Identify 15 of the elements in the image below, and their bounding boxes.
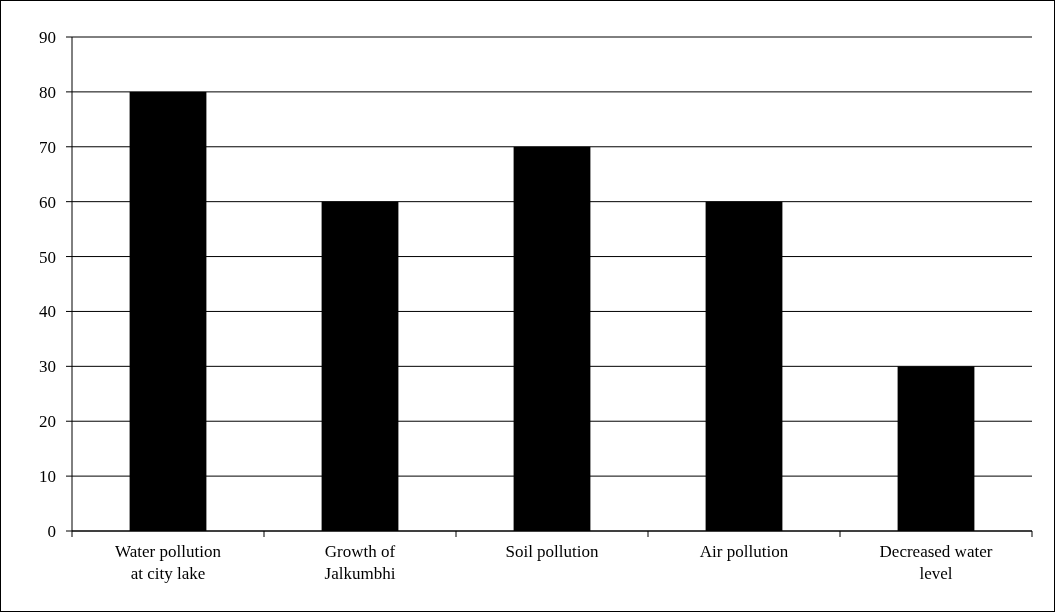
x-tick-label: Growth of Jalkumbhi — [324, 542, 396, 583]
y-tick-label: 90 — [39, 27, 56, 47]
x-tick-label: Water pollution at city lake — [115, 542, 222, 583]
y-tick-label: 80 — [39, 82, 56, 102]
x-tick-label: Decreased water level — [879, 542, 993, 583]
y-tick-label: 10 — [39, 467, 56, 487]
x-tick-label: Soil pollution — [505, 542, 600, 561]
y-tick-label: 40 — [39, 302, 56, 322]
y-tick-label: 30 — [39, 357, 56, 377]
y-tick-label: 60 — [39, 192, 56, 212]
y-tick-label: 20 — [39, 412, 56, 432]
y-tick-label: 50 — [39, 247, 56, 267]
y-tick-label: 70 — [39, 137, 56, 157]
x-tick-label: Air pollution — [699, 542, 789, 561]
y-tick-label: 0 — [47, 521, 56, 541]
